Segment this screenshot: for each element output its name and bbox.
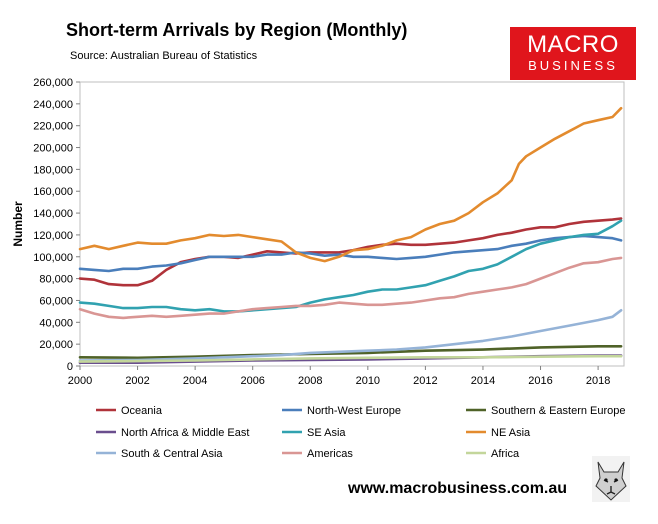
y-tick-label: 120,000 <box>33 230 73 242</box>
logo-line-1: MACRO <box>527 31 619 58</box>
y-tick-label: 220,000 <box>33 121 73 133</box>
y-axis-label: Number <box>11 201 25 247</box>
chart-title: Short-term Arrivals by Region (Monthly) <box>66 20 408 40</box>
chart-lines <box>78 106 623 365</box>
chart-axes: 0 20,000 40,000 60,000 80,000 100,000 120,000 1… <box>11 77 625 387</box>
x-tick-label: 2016 <box>528 375 552 387</box>
y-tick-label: 200,000 <box>33 143 73 155</box>
y-tick-label: 260,000 <box>33 77 73 89</box>
series-line-se-asia <box>78 219 623 313</box>
legend-label: Oceania <box>121 405 163 417</box>
y-tick-label: 180,000 <box>33 164 73 176</box>
series-line-north-west-europe <box>78 234 623 273</box>
x-tick-label: 2012 <box>413 375 437 387</box>
series-line-south-central-asia <box>78 308 623 362</box>
legend-label: SE Asia <box>307 427 346 439</box>
series-line-americas <box>78 256 623 320</box>
y-tick-label: 100,000 <box>33 252 73 264</box>
y-tick-label: 0 <box>67 361 73 373</box>
chart-source: Source: Australian Bureau of Statistics <box>70 50 258 62</box>
logo-line-2: BUSINESS <box>528 58 618 73</box>
x-tick-label: 2006 <box>240 375 264 387</box>
y-tick-label: 60,000 <box>39 295 73 307</box>
y-tick-label: 40,000 <box>39 317 73 329</box>
legend-label: Africa <box>491 448 520 460</box>
y-tick-label: 240,000 <box>33 99 73 111</box>
y-tick-label: 140,000 <box>33 208 73 220</box>
series-line-africa <box>78 354 623 363</box>
x-tick-label: 2008 <box>298 375 322 387</box>
series-line-ne-asia <box>78 106 623 263</box>
legend-label: Americas <box>307 448 353 460</box>
website-url: www.macrobusiness.com.au <box>348 480 568 497</box>
legend-label: North Africa & Middle East <box>121 427 249 439</box>
x-tick-label: 2000 <box>68 375 92 387</box>
y-tick-label: 20,000 <box>39 339 73 351</box>
series-line-southern-eastern-europe <box>78 344 623 360</box>
x-tick-label: 2004 <box>183 375 207 387</box>
wolf-mascot-icon <box>592 456 630 502</box>
legend-label: Southern & Eastern Europe <box>491 405 626 417</box>
x-tick-label: 2010 <box>356 375 380 387</box>
chart-legend: Oceania North-West Europe Southern & Easte… <box>96 405 626 460</box>
y-tick-label: 80,000 <box>39 274 73 286</box>
legend-label: NE Asia <box>491 427 531 439</box>
legend-label: North-West Europe <box>307 405 401 417</box>
legend-label: South & Central Asia <box>121 448 223 460</box>
y-tick-label: 160,000 <box>33 186 73 198</box>
x-tick-label: 2018 <box>586 375 610 387</box>
macrobusiness-logo: MACRO BUSINESS <box>510 27 636 80</box>
plot-area <box>79 81 625 367</box>
x-tick-label: 2014 <box>471 375 495 387</box>
x-tick-label: 2002 <box>125 375 149 387</box>
